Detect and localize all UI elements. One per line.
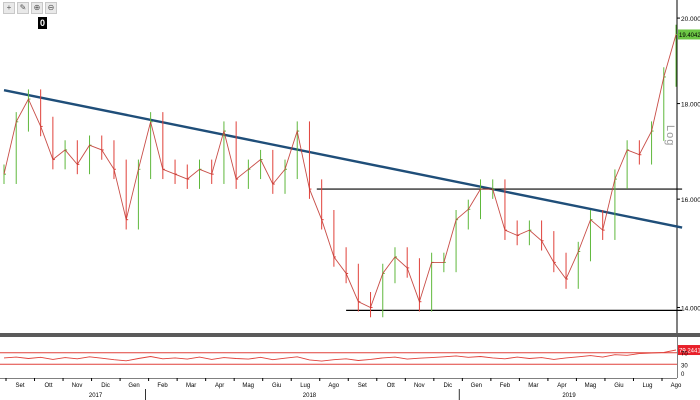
month-label: Gen xyxy=(471,383,482,389)
month-label: Mag xyxy=(242,383,254,389)
oscillator-value-label: 79.2441 xyxy=(679,349,700,355)
y-tick-label: 16.0000 xyxy=(681,197,700,204)
year-label: 2018 xyxy=(303,393,317,399)
month-label: Apr xyxy=(557,383,566,389)
month-label: Ott xyxy=(387,383,395,389)
month-label: Giu xyxy=(614,383,623,389)
oscillator-tick-label: 30 xyxy=(681,363,688,369)
month-label: Ago xyxy=(671,383,682,389)
y-tick-label: 18.0000 xyxy=(681,102,700,109)
month-label: Dic xyxy=(101,383,110,389)
year-label: 2017 xyxy=(89,393,103,399)
trendline xyxy=(3,88,683,229)
price-line xyxy=(3,34,677,309)
month-label: Set xyxy=(15,383,24,389)
month-label: Mag xyxy=(585,383,597,389)
last-value-tag xyxy=(678,29,700,40)
month-label: Ott xyxy=(45,383,53,389)
oscillator-value-tag xyxy=(678,345,700,356)
pencil-icon[interactable]: ✎ xyxy=(17,2,29,14)
oscillator-line xyxy=(3,349,677,362)
oscillator-tick-label: 70 xyxy=(681,352,688,358)
counter-badge: 0 xyxy=(38,17,47,29)
last-value-label: 19.4042 xyxy=(679,33,700,39)
pane-separator xyxy=(0,333,700,337)
chart-toolbar: + ✎ ⊕ ⊖ xyxy=(3,2,57,14)
zoom-out-icon[interactable]: ⊖ xyxy=(45,2,57,14)
month-label: Gen xyxy=(128,383,139,389)
month-label: Dic xyxy=(443,383,452,389)
y-tick-label: 20.0000 xyxy=(681,16,700,23)
year-label: 2019 xyxy=(562,393,576,399)
zoom-in-icon[interactable]: ⊕ xyxy=(31,2,43,14)
month-label: Giu xyxy=(272,383,281,389)
oscillator-background xyxy=(0,337,677,378)
plot-background xyxy=(0,0,677,333)
month-label: Nov xyxy=(414,383,425,389)
month-label: Lug xyxy=(300,383,310,389)
month-label: Feb xyxy=(157,383,168,389)
month-label: Feb xyxy=(500,383,511,389)
crosshair-icon[interactable]: + xyxy=(3,2,15,14)
log-scale-label[interactable]: Log xyxy=(664,125,676,147)
month-label: Mar xyxy=(186,383,196,389)
month-label: Lug xyxy=(642,383,652,389)
oscillator-tick-label: 0 xyxy=(681,372,685,378)
y-tick-label: 14.0000 xyxy=(681,305,700,312)
month-label: Apr xyxy=(215,383,224,389)
month-label: Mar xyxy=(528,383,538,389)
month-label: Ago xyxy=(328,383,339,389)
month-label: Nov xyxy=(72,383,83,389)
month-label: Set xyxy=(358,383,367,389)
